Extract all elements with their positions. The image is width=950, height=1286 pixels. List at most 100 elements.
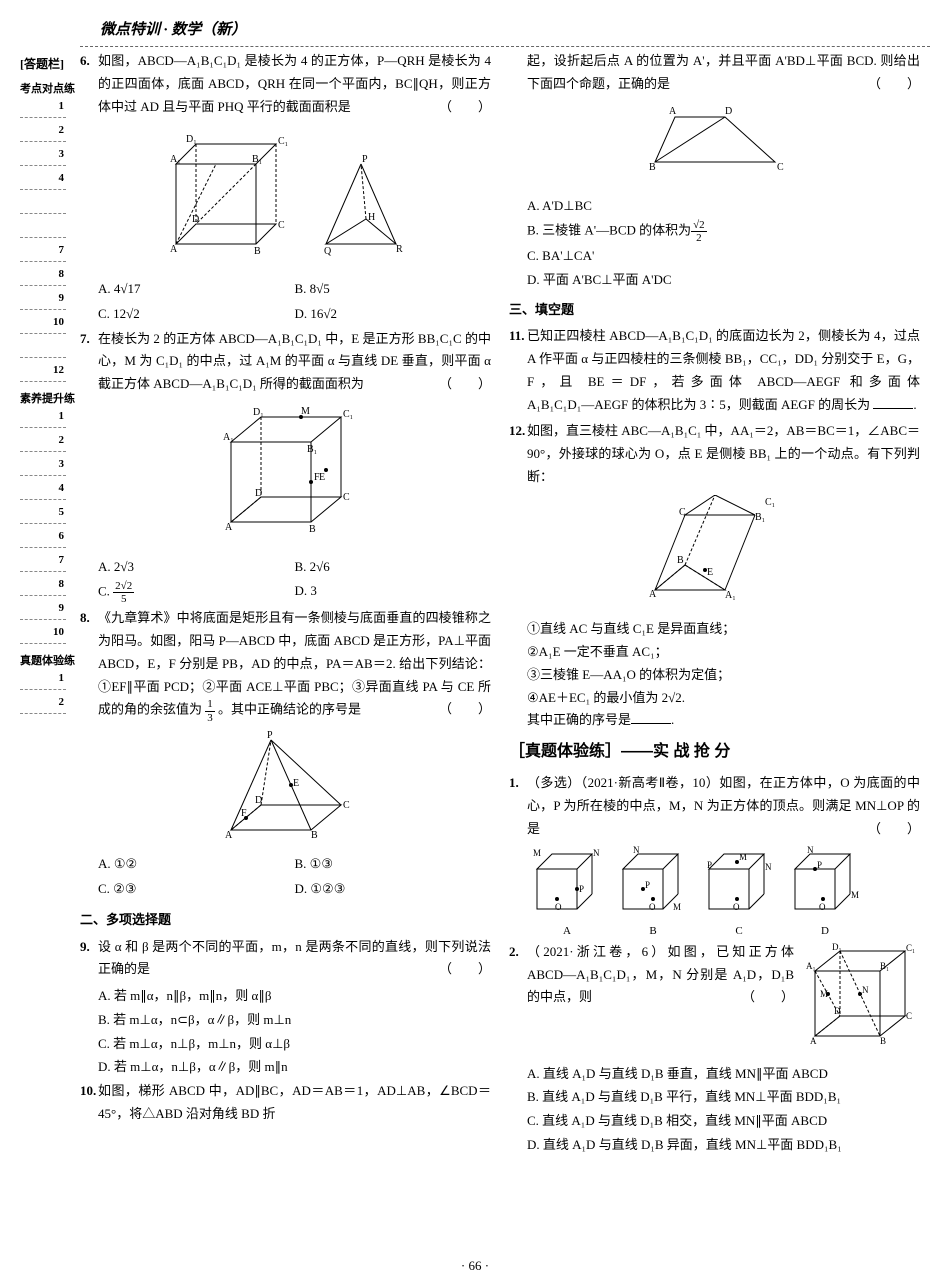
answer-blank: 7: [20, 244, 66, 262]
right-column: 起，设折起后点 A 的位置为 A'，并且平面 A'BD⊥平面 BCD. 则给出下…: [509, 50, 920, 1158]
q11-body: 已知正四棱柱 ABCD―A₁B₁C₁D₁ 的底面边长为 2，侧棱长为 4，过点 …: [527, 325, 920, 416]
q9-body: 设 α 和 β 是两个不同的平面，m，n 是两条不同的直线，则下列说法正确的是 …: [98, 936, 491, 982]
q8-optC: C. ②③: [98, 878, 295, 901]
question-10: 10. 如图，梯形 ABCD 中，AD∥BC，AD＝AB＝1，AD⊥AB，∠BC…: [80, 1080, 491, 1126]
svg-text:B: B: [649, 162, 656, 173]
svg-text:A: A: [225, 830, 233, 840]
answer-blank: 4: [20, 482, 66, 500]
svg-text:A: A: [649, 589, 657, 600]
svg-text:M: M: [673, 902, 681, 912]
q7-optD: D. 3: [295, 580, 492, 605]
answer-blank: 8: [20, 268, 66, 286]
q12-item3: ③三棱锥 E―AA₁O 的体积为定值；: [527, 664, 920, 687]
q6-optC: C. 12√2: [98, 303, 295, 326]
answer-blank: 5: [20, 506, 66, 524]
r1-figC: PMNO C: [699, 844, 779, 941]
svg-text:C₁: C₁: [278, 136, 288, 147]
svg-text:M: M: [739, 852, 747, 862]
q8-paren: （ ）: [439, 698, 491, 721]
page-number: · 66 ·: [0, 1258, 950, 1274]
r1-body: （多选）（2021·新高考Ⅱ卷，10）如图，在正方体中，O 为底面的中心，P 为…: [527, 772, 920, 840]
answer-blank: 1: [20, 100, 66, 118]
svg-text:B: B: [254, 246, 261, 257]
answer-sec3: 真题体验练: [20, 652, 80, 668]
svg-text:A: A: [170, 244, 178, 255]
svg-text:E: E: [293, 778, 299, 789]
r2-body: ABCD A₁B₁C₁D₁ MN （2021·浙江卷，6）如图，已知正方体 AB…: [527, 941, 920, 1059]
r1-num: 1.: [509, 772, 527, 840]
answer-blank: 7: [20, 554, 66, 572]
q9-opts: A. 若 m∥α，n∥β，m∥n，则 α∥β B. 若 m⊥α，n⊂β，α∥β，…: [98, 985, 491, 1080]
q8-opts: A. ①② B. ①③ C. ②③ D. ①②③: [98, 853, 491, 903]
svg-text:D: D: [725, 106, 732, 117]
svg-text:C: C: [906, 1011, 912, 1021]
svg-text:A: A: [810, 1036, 817, 1046]
q10-text2: 起，设折起后点 A 的位置为 A'，并且平面 A'BD⊥平面 BCD. 则给出下…: [527, 53, 920, 91]
svg-text:P: P: [707, 860, 712, 870]
real-q2: 2. ABCD A₁: [509, 941, 920, 1059]
svg-text:N: N: [807, 845, 814, 855]
answer-blank: 2: [20, 124, 66, 142]
q9-paren: （ ）: [439, 958, 491, 981]
r2-paren: （ ）: [742, 986, 794, 1009]
svg-text:D: D: [255, 488, 262, 499]
answer-blank: 10: [20, 316, 66, 334]
q6-optD: D. 16√2: [295, 303, 492, 326]
question-12: 12. 如图，直三棱柱 ABC―A₁B₁C₁ 中，AA₁＝2，AB＝BC＝1，∠…: [509, 420, 920, 488]
q9-text: 设 α 和 β 是两个不同的平面，m，n 是两条不同的直线，则下列说法正确的是: [98, 939, 491, 977]
r1-paren: （ ）: [868, 818, 920, 841]
q10-text1: 如图，梯形 ABCD 中，AD∥BC，AD＝AB＝1，AD⊥AB，∠BCD＝45…: [98, 1083, 491, 1121]
r2-optB: B. 直线 A₁D 与直线 D₁B 平行，直线 MN⊥平面 BDD₁B₁: [527, 1086, 920, 1109]
q12-text2: 其中正确的序号是.: [527, 709, 920, 732]
svg-text:A: A: [225, 522, 233, 533]
svg-text:R: R: [396, 244, 403, 255]
svg-text:D₁: D₁: [253, 407, 264, 418]
svg-text:C: C: [278, 220, 285, 231]
real-q1: 1. （多选）（2021·新高考Ⅱ卷，10）如图，在正方体中，O 为底面的中心，…: [509, 772, 920, 840]
q12-text: 如图，直三棱柱 ABC―A₁B₁C₁ 中，AA₁＝2，AB＝BC＝1，∠ABC＝…: [527, 423, 920, 484]
answer-blank: 1: [20, 410, 66, 428]
answer-sec2: 素养提升练: [20, 390, 80, 406]
r2-figure: ABCD A₁B₁C₁D₁ MN: [800, 941, 920, 1059]
question-11: 11. 已知正四棱柱 ABCD―A₁B₁C₁D₁ 的底面边长为 2，侧棱长为 4…: [509, 325, 920, 416]
answer-sec1: 考点对点练: [20, 80, 80, 96]
svg-text:P: P: [817, 860, 822, 870]
question-6: 6. 如图，ABCD―A₁B₁C₁D₁ 是棱长为 4 的正方体，P―QRH 是棱…: [80, 50, 491, 118]
svg-text:N: N: [593, 848, 600, 858]
q12-item1: ①直线 AC 与直线 C₁E 是异面直线；: [527, 618, 920, 641]
q8-optD: D. ①②③: [295, 878, 492, 901]
answer-blank: 12: [20, 364, 66, 382]
q7-paren: （ ）: [439, 373, 491, 396]
svg-text:A₁: A₁: [725, 590, 736, 601]
q6-opts: A. 4√17 B. 8√5 C. 12√2 D. 16√2: [98, 278, 491, 328]
svg-text:B₁: B₁: [880, 961, 889, 971]
r2-optD: D. 直线 A₁D 与直线 D₁B 异面，直线 MN⊥平面 BDD₁B₁: [527, 1134, 920, 1157]
q6-optA: A. 4√17: [98, 278, 295, 301]
answer-blank: 2: [20, 434, 66, 452]
q12-items: ①直线 AC 与直线 C₁E 是异面直线； ②A₁E 一定不垂直 AC₁； ③三…: [527, 618, 920, 732]
q9-num: 9.: [80, 936, 98, 982]
svg-text:D₁: D₁: [832, 942, 842, 952]
q8-body: 《九章算术》中将底面是矩形且有一条侧棱与底面垂直的四棱锥称之为阳马。如图，阳马 …: [98, 607, 491, 723]
svg-text:A₁: A₁: [170, 154, 181, 165]
q6-num: 6.: [80, 50, 98, 118]
q9-optA: A. 若 m∥α，n∥β，m∥n，则 α∥β: [98, 985, 491, 1008]
answer-blank: 6: [20, 530, 66, 548]
q8-optA: A. ①②: [98, 853, 295, 876]
question-9: 9. 设 α 和 β 是两个不同的平面，m，n 是两条不同的直线，则下列说法正确…: [80, 936, 491, 982]
q6-optB: B. 8√5: [295, 278, 492, 301]
page-header: 微点特训 · 数学（新）: [100, 18, 246, 39]
answer-blank: 4: [20, 172, 66, 190]
svg-text:P: P: [267, 730, 273, 741]
svg-text:C₁: C₁: [765, 497, 775, 508]
svg-text:C: C: [679, 507, 686, 518]
svg-text:D: D: [255, 795, 262, 806]
svg-text:M: M: [533, 848, 541, 858]
svg-text:C: C: [343, 800, 350, 811]
svg-text:P: P: [362, 154, 368, 165]
r2-opts: A. 直线 A₁D 与直线 D₁B 垂直，直线 MN∥平面 ABCD B. 直线…: [527, 1063, 920, 1158]
svg-text:C₁: C₁: [906, 943, 915, 953]
svg-text:B: B: [677, 555, 684, 566]
q10-body1: 如图，梯形 ABCD 中，AD∥BC，AD＝AB＝1，AD⊥AB，∠BCD＝45…: [98, 1080, 491, 1126]
q10-optA: A. A'D⊥BC: [527, 195, 920, 218]
